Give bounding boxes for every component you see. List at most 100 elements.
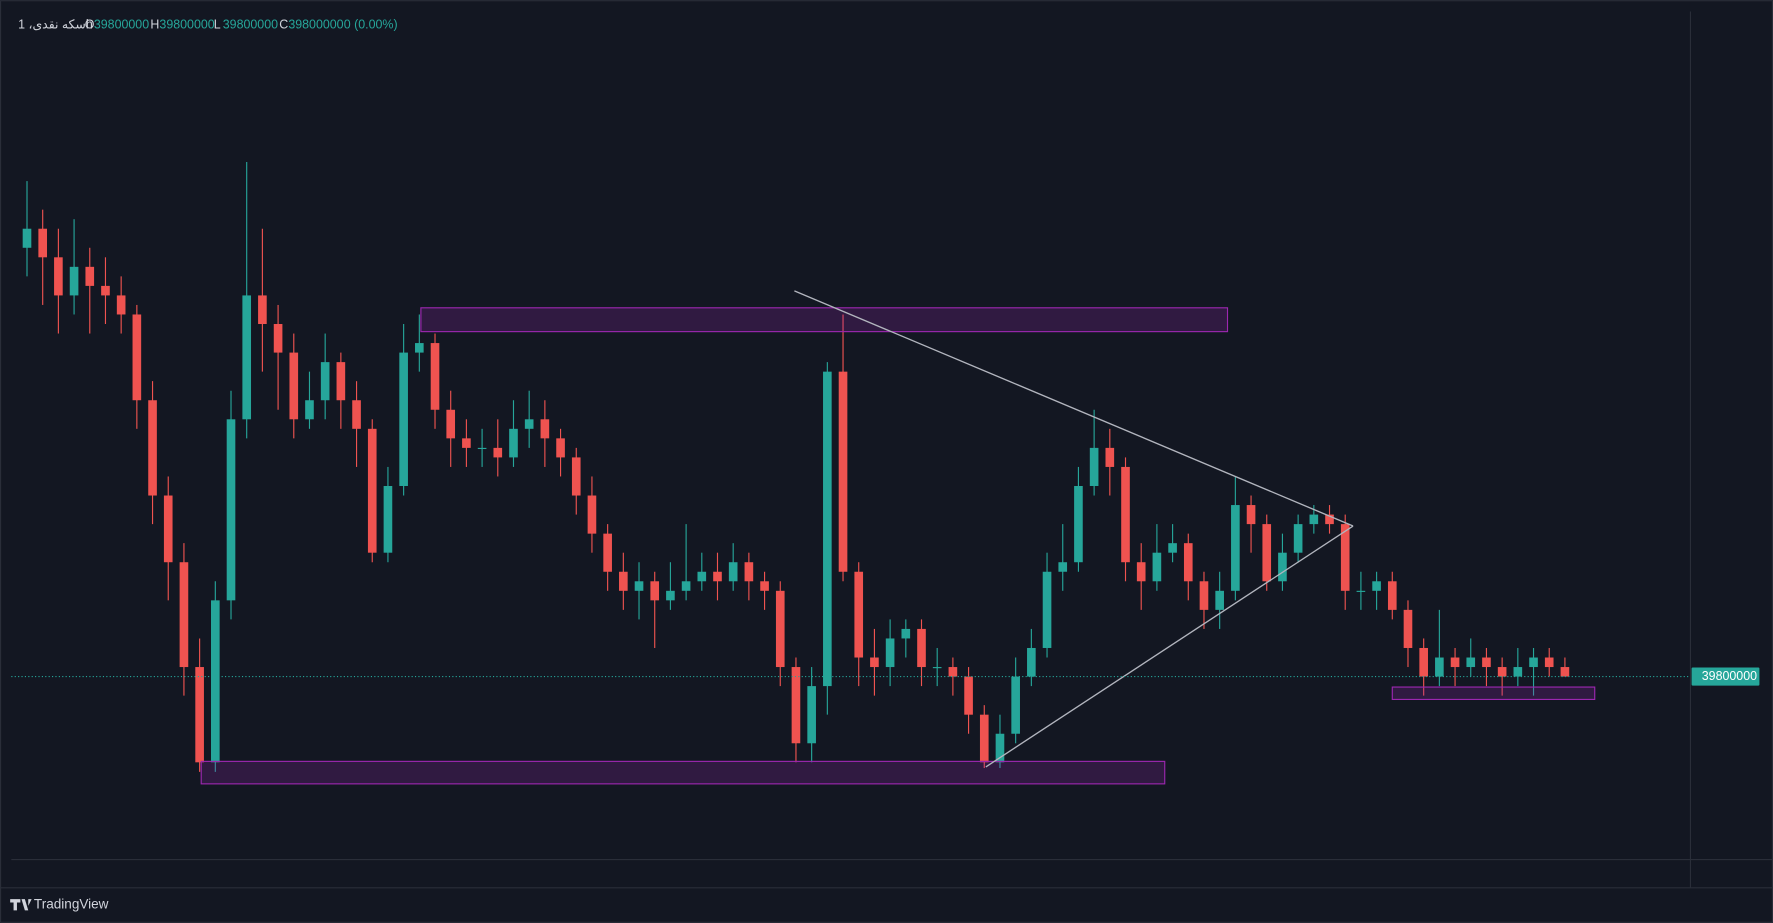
candle-body <box>1356 590 1366 592</box>
candle-body <box>430 343 440 410</box>
candle-body <box>1309 514 1319 525</box>
candle-body <box>713 571 722 582</box>
candle-body <box>399 352 408 486</box>
candle-body <box>995 733 1005 763</box>
trend-line <box>985 525 1354 768</box>
high-value: 39800000 <box>159 17 214 31</box>
candle-body <box>1419 647 1428 677</box>
candle-body <box>148 400 157 496</box>
candle-body <box>838 371 848 572</box>
candle-body <box>1560 667 1570 677</box>
candle-body <box>932 667 942 669</box>
candle-body <box>1340 524 1350 591</box>
candle-body <box>1231 505 1240 591</box>
candle-body <box>1529 657 1538 668</box>
candle-body <box>85 266 95 286</box>
candle-body <box>352 400 361 429</box>
zone <box>420 307 1229 333</box>
candle-body <box>1058 562 1068 572</box>
candle-body <box>1215 590 1224 610</box>
candle-body <box>964 676 973 715</box>
candle-body <box>1513 667 1523 677</box>
candle-body <box>870 657 879 668</box>
candle-body <box>163 495 173 563</box>
candle-body <box>54 257 63 296</box>
candle-body <box>1011 676 1020 734</box>
candle-body <box>948 667 958 677</box>
candle-body <box>446 409 456 439</box>
candle-body <box>901 628 911 639</box>
candle-body <box>226 419 236 601</box>
candle-body <box>258 295 267 325</box>
candle-body <box>791 667 801 744</box>
symbol[interactable]: سکه نقدی، 1h <box>18 17 93 31</box>
candle-body <box>69 266 79 296</box>
candle-body <box>744 562 754 582</box>
candle-body <box>571 457 581 496</box>
candle-body <box>619 571 628 591</box>
open-label: O <box>85 17 95 31</box>
candle-body <box>289 352 299 420</box>
candle-body <box>760 581 769 591</box>
candle-body <box>1387 581 1397 610</box>
candle-body <box>634 581 644 591</box>
candle-body <box>697 571 707 582</box>
brand[interactable]: TradingView <box>34 896 109 911</box>
candle-body <box>917 628 926 668</box>
candle-body <box>1199 581 1209 610</box>
candle-body <box>305 400 314 420</box>
change: 0 (0.00%) <box>344 17 398 31</box>
candle-body <box>320 362 330 401</box>
candle-body <box>1466 657 1476 668</box>
candle-body <box>38 228 48 258</box>
price-label-box <box>1691 667 1760 686</box>
candle-body <box>22 228 32 248</box>
candle-body <box>273 324 283 353</box>
low-value: 39800000 <box>223 17 278 31</box>
candle-body <box>195 667 204 763</box>
candle-body <box>1278 552 1287 582</box>
candle-body <box>650 581 660 601</box>
candle-body <box>1089 447 1099 486</box>
candle-body <box>1168 543 1177 553</box>
candle-body <box>132 314 142 401</box>
candle-body <box>1262 524 1272 582</box>
candle-body <box>556 438 565 458</box>
candle-body <box>823 371 832 687</box>
candle-body <box>1121 466 1130 563</box>
candle-body <box>681 581 691 591</box>
candle-body <box>1450 657 1460 668</box>
candle-body <box>775 590 785 668</box>
candle-body <box>1325 514 1334 525</box>
candle-body <box>415 343 424 353</box>
logo <box>10 899 32 911</box>
candle-body <box>367 428 377 553</box>
candle-body <box>1372 581 1381 591</box>
candle-body <box>666 590 675 601</box>
candle-body <box>462 438 471 448</box>
candle-body <box>728 562 738 582</box>
trend-line <box>794 290 1354 527</box>
candle-body <box>1183 543 1193 582</box>
candle-body <box>1293 524 1303 553</box>
zone <box>1391 686 1596 701</box>
candle-body <box>524 419 534 429</box>
low-label: L <box>214 17 221 31</box>
candle-body <box>1152 552 1162 582</box>
candle-body <box>509 428 518 458</box>
candle-body <box>979 714 989 763</box>
candle-body <box>101 285 110 296</box>
candle-body <box>1482 657 1491 668</box>
candle-body <box>336 362 346 401</box>
candle-body <box>1105 447 1115 467</box>
open-value: 39800000 <box>94 17 149 31</box>
candle-body <box>807 686 816 744</box>
candle-body <box>854 571 864 658</box>
candle-body <box>1544 657 1554 668</box>
candle-body <box>1246 505 1256 525</box>
candle-body <box>603 533 612 572</box>
candle-body <box>179 562 189 668</box>
candle-body <box>1027 647 1036 677</box>
